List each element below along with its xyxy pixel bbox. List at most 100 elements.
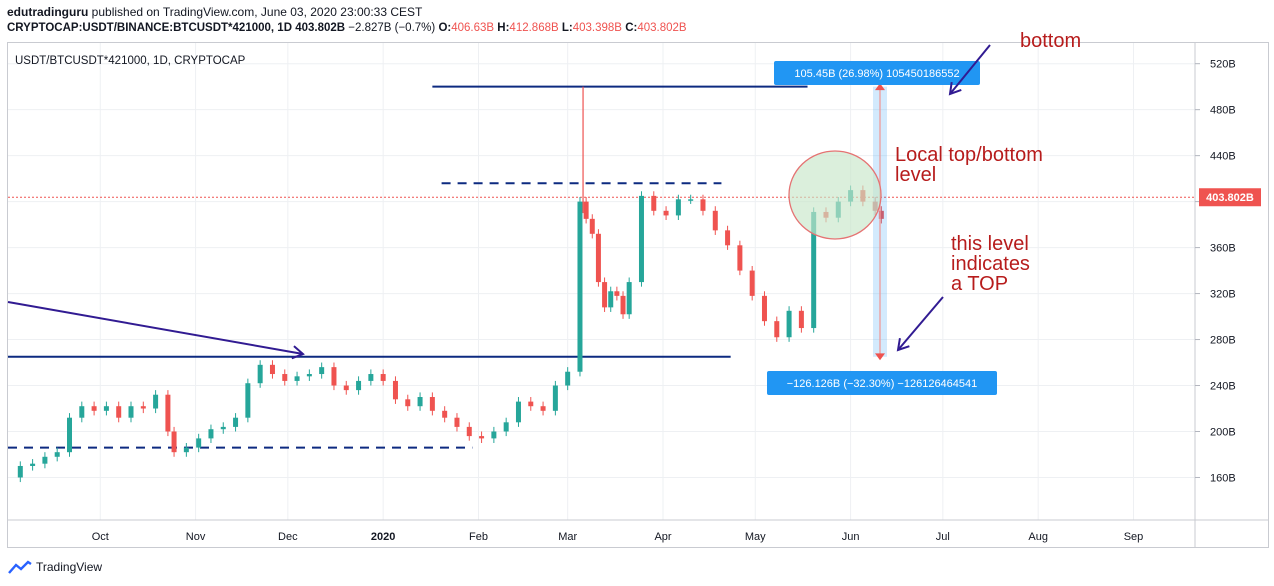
candle-body (878, 210, 884, 219)
candle-body (233, 417, 239, 427)
measure-up-label-box (774, 61, 980, 85)
candle-body (479, 436, 485, 439)
candle-body (171, 431, 177, 453)
candle-body (42, 456, 48, 464)
candle-body (811, 211, 817, 329)
annotations: 105.45B (26.98%) 105450186552 −126.126B (… (7, 30, 1081, 395)
candle-body (165, 394, 171, 432)
measure-up-label-text: 105.45B (26.98%) 105450186552 (794, 68, 959, 80)
candle-body (245, 383, 251, 418)
candle-body (602, 282, 608, 308)
candle-body (712, 210, 718, 231)
annotation-bottom: bottom (1020, 30, 1081, 52)
candle-body (368, 374, 374, 381)
annotation-top-indicator: a TOP (951, 273, 1008, 295)
local-top-circle (788, 150, 882, 240)
candle-body (614, 291, 620, 296)
candle-body (405, 399, 411, 407)
level-lines (8, 85, 1195, 449)
candle-body (17, 465, 23, 478)
candle-body (294, 376, 300, 381)
candle-body (54, 452, 60, 457)
candle-body (67, 417, 73, 453)
axes: 160B200B240B280B320B360B400B440B480B520B… (8, 43, 1269, 548)
footer-brand[interactable]: TradingView (8, 560, 102, 574)
y-tick-label: 520B (1210, 59, 1236, 71)
y-tick-label: 440B (1210, 151, 1236, 163)
measure-down-label-text: −126.126B (−32.30%) −126126464541 (787, 378, 978, 390)
x-tick-label: Sep (1124, 531, 1144, 543)
low-label: L: (561, 22, 573, 34)
arrow-to-bottom (897, 296, 944, 351)
open-value: 406.63B (451, 22, 495, 34)
high-label: H: (497, 22, 510, 34)
x-tick-label: Nov (186, 531, 206, 543)
candle-body (675, 199, 681, 216)
arrow-to-upper-head-icon (948, 81, 962, 96)
price-series (17, 86, 884, 483)
candle-body (79, 406, 85, 418)
last-price-label: 403.802B (1206, 192, 1254, 204)
published-text: published on TradingView.com, June 03, 2… (91, 5, 423, 19)
x-tick-label: May (745, 531, 766, 543)
annotation-top-indicator: this level (951, 233, 1029, 255)
candle-body (343, 385, 349, 391)
candle-body (380, 374, 386, 381)
arrow-to-support-head-icon (291, 345, 305, 360)
candle-body (774, 321, 780, 338)
x-tick-label: Mar (558, 531, 577, 543)
y-tick-label: 200B (1210, 426, 1236, 438)
candle-body (269, 364, 275, 375)
candle-body (651, 195, 657, 211)
low-value: 403.398B (572, 22, 622, 34)
candle-body (737, 245, 743, 271)
y-tick-label: 240B (1210, 381, 1236, 393)
candle-body (306, 374, 312, 377)
candle-body (626, 282, 632, 315)
arrow-to-support (7, 301, 304, 355)
x-tick-label: Jun (842, 531, 860, 543)
tradingview-logo-icon (8, 560, 32, 574)
candle-body (356, 380, 362, 391)
candle-body (688, 199, 694, 201)
measure-up-arrow-icon (875, 83, 885, 91)
arrow-to-upper (949, 44, 991, 95)
candle-body (761, 295, 767, 322)
x-tick-label: Aug (1028, 531, 1048, 543)
candle-body (282, 374, 288, 381)
candle-body (540, 406, 546, 411)
y-tick-label: 160B (1210, 472, 1236, 484)
candle-body (196, 438, 202, 448)
candle-body (515, 401, 521, 423)
candle-body (417, 397, 423, 407)
measure-down-arrow-icon (875, 353, 885, 361)
candle-body (208, 429, 214, 439)
candle-body (638, 195, 644, 283)
y-tick-label: 480B (1210, 105, 1236, 117)
candle-body (786, 310, 792, 338)
high-value: 412.868B (509, 22, 559, 34)
candle-body (140, 406, 146, 409)
candle-body (429, 397, 435, 411)
close-label: C: (625, 22, 638, 34)
author-name[interactable]: edutradinguru (7, 5, 89, 19)
candle-body (183, 447, 189, 453)
candle-body (583, 201, 589, 219)
x-tick-label: 2020 (371, 531, 395, 543)
annotation-top-indicator: indicates (951, 253, 1030, 275)
candle-body (595, 233, 601, 283)
x-tick-label: Oct (92, 531, 109, 543)
footer-brand-label: TradingView (36, 560, 103, 574)
candle-body (454, 417, 460, 427)
price-change: −2.827B (−0.7%) (348, 22, 436, 34)
close-value: 403.802B (637, 22, 687, 34)
candle-body (503, 422, 509, 432)
candle-body (663, 210, 669, 216)
y-tick-label: 320B (1210, 289, 1236, 301)
candle-body (798, 310, 804, 329)
chart-frame[interactable] (7, 42, 1269, 548)
candle-body (466, 426, 472, 437)
annotation-local-top: Local top/bottom (895, 144, 1043, 166)
x-tick-label: Apr (654, 531, 671, 543)
